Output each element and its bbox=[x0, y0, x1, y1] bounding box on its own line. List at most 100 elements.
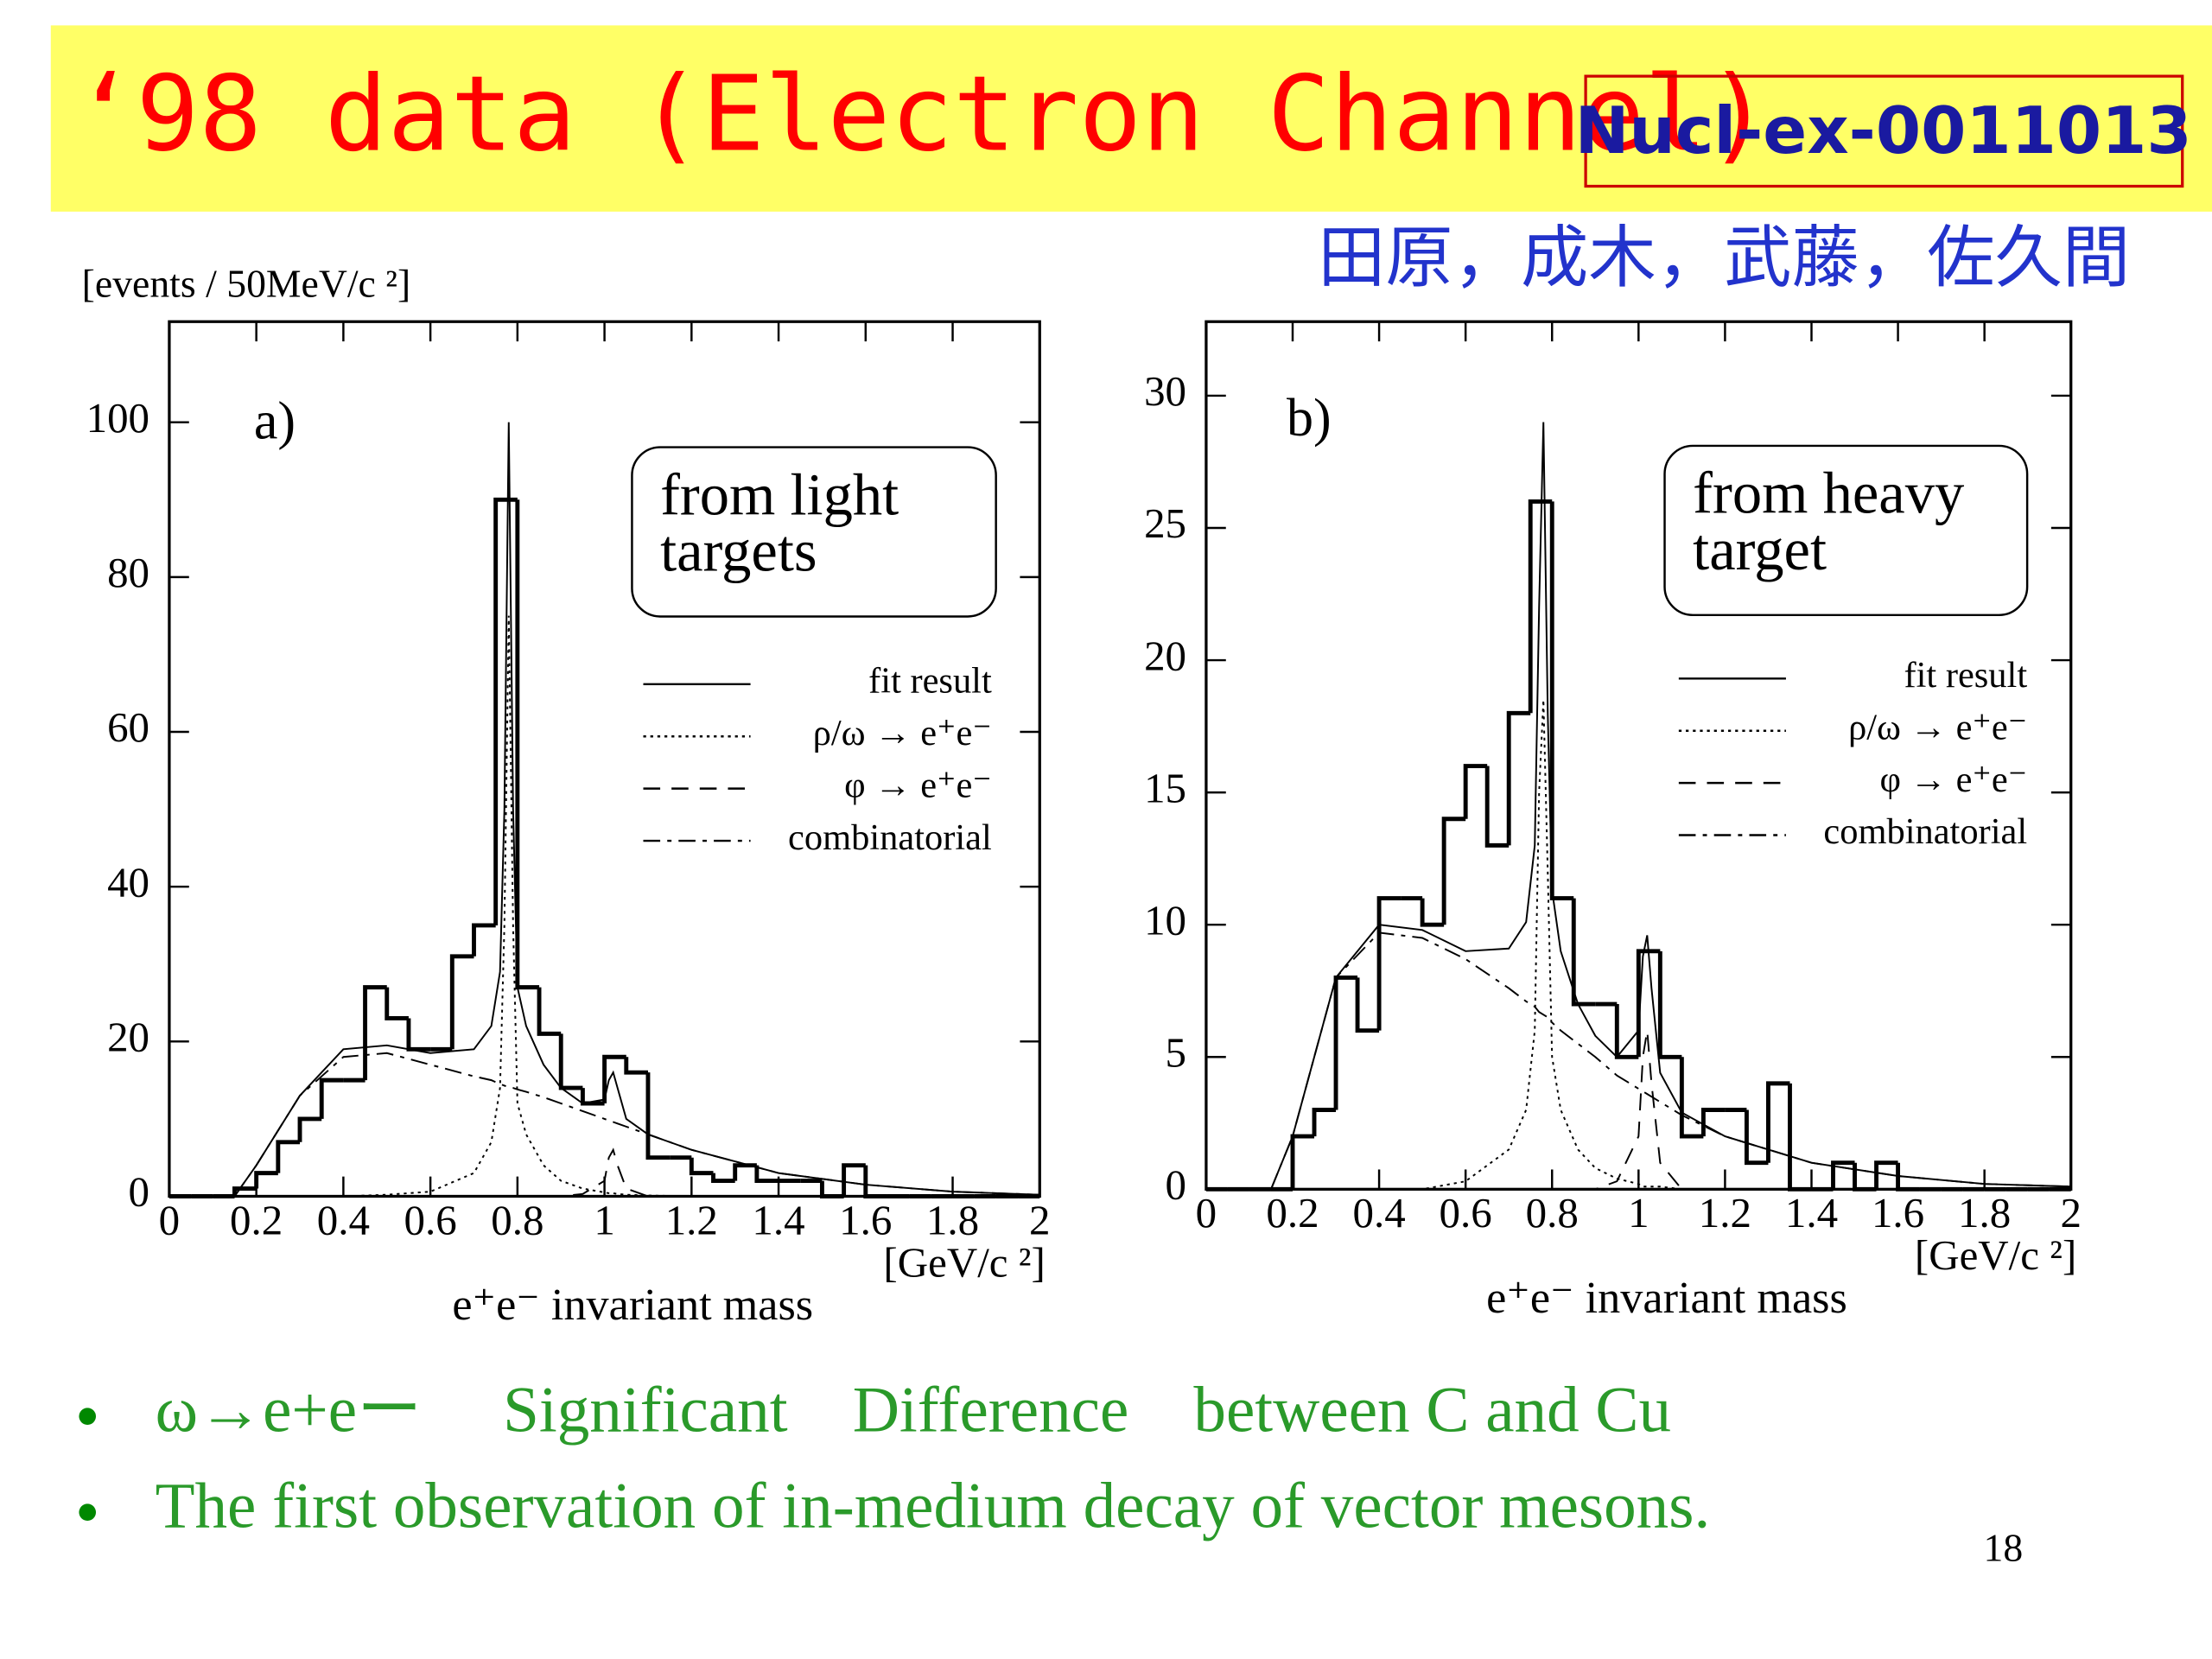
histogram-bin bbox=[1376, 896, 1402, 1031]
histogram-bin bbox=[1506, 710, 1531, 846]
y-tick-label: 40 bbox=[107, 858, 149, 906]
histogram-bin bbox=[558, 1033, 583, 1090]
histogram-bin bbox=[1700, 1108, 1726, 1137]
page-number: 18 bbox=[1984, 1525, 2024, 1569]
fit-curve bbox=[233, 1052, 1040, 1198]
x-tick-label: 0.4 bbox=[1352, 1189, 1405, 1236]
histogram-bin bbox=[1571, 898, 1596, 1007]
x-tick-label: 0.2 bbox=[1266, 1189, 1319, 1236]
x-tick-label: 1 bbox=[1628, 1189, 1649, 1236]
x-tick-label: 0.8 bbox=[1526, 1189, 1579, 1236]
reference-box bbox=[1584, 74, 2184, 188]
label-box bbox=[1663, 444, 2029, 617]
histogram-bin bbox=[297, 1116, 322, 1142]
y-tick-label: 20 bbox=[1144, 632, 1186, 679]
y-tick-label: 30 bbox=[1144, 367, 1186, 415]
x-tick-label: 0 bbox=[1196, 1189, 1217, 1236]
y-tick-label: 60 bbox=[107, 703, 149, 751]
histogram-bin bbox=[689, 1157, 714, 1176]
panel-label: a) bbox=[254, 391, 296, 450]
histogram-bin bbox=[1657, 950, 1682, 1059]
x-tick-label: 1.8 bbox=[1958, 1189, 2011, 1236]
fit-curve bbox=[1270, 1030, 2071, 1191]
x-unit: [GeV/c ²] bbox=[1915, 1231, 2076, 1279]
histogram-bin bbox=[1614, 1004, 1639, 1059]
histogram-bin bbox=[1679, 1057, 1704, 1139]
reference: Nucl-ex-0011013 bbox=[1575, 92, 2192, 168]
histogram-bin bbox=[254, 1171, 278, 1189]
histogram-bin bbox=[842, 1163, 866, 1197]
histogram-bin bbox=[1355, 977, 1380, 1033]
x-tick-label: 0.6 bbox=[1440, 1189, 1492, 1236]
histogram-bin bbox=[1290, 1134, 1315, 1190]
histogram-bin bbox=[1484, 766, 1510, 848]
y-axis-label: [events / 50MeV/c ²] bbox=[82, 262, 410, 306]
x-tick-label: 1.2 bbox=[665, 1196, 718, 1243]
fit-curve bbox=[1270, 931, 2071, 1190]
x-tick-label: 0.2 bbox=[230, 1196, 283, 1243]
x-tick-label: 0.8 bbox=[491, 1196, 543, 1243]
histogram-bin bbox=[1744, 1109, 1769, 1166]
x-axis-label: e⁺e⁻ invariant mass bbox=[452, 1280, 813, 1330]
legend-label: ρ/ω → e⁺e⁻ bbox=[1848, 707, 2027, 747]
histogram-bin bbox=[406, 1018, 431, 1052]
histogram-bin bbox=[1441, 817, 1466, 925]
histogram-bin bbox=[472, 923, 496, 957]
legend-label: φ → e⁺e⁻ bbox=[844, 765, 992, 805]
x-tick-label: 1.6 bbox=[1872, 1189, 1924, 1236]
histogram-bin bbox=[819, 1180, 844, 1198]
histogram-bin bbox=[1333, 975, 1358, 1110]
x-tick-label: 1.2 bbox=[1699, 1189, 1751, 1236]
x-tick-label: 1.6 bbox=[839, 1196, 892, 1243]
x-unit: [GeV/c ²] bbox=[883, 1238, 1045, 1286]
histogram-bin bbox=[449, 954, 474, 1050]
x-tick-label: 1.4 bbox=[752, 1196, 804, 1243]
legend-label: combinatorial bbox=[788, 817, 992, 858]
label-box-text: target bbox=[1693, 517, 1827, 582]
x-tick-label: 2 bbox=[1029, 1196, 1050, 1243]
label-box bbox=[631, 446, 997, 618]
legend-label: combinatorial bbox=[1823, 811, 2027, 852]
y-tick-label: 10 bbox=[1144, 896, 1186, 944]
fit-curve bbox=[1270, 422, 2071, 1190]
fit-curve bbox=[234, 615, 1040, 1198]
panel-label: b) bbox=[1287, 389, 1332, 448]
bullet: ω→e+eー Significant Difference between C … bbox=[156, 1374, 1671, 1446]
histogram-bin bbox=[711, 1173, 735, 1184]
x-tick-label: 1.4 bbox=[1785, 1189, 1838, 1236]
bullet-dot bbox=[79, 1408, 97, 1425]
legend-label: fit result bbox=[868, 661, 992, 702]
x-tick-label: 1 bbox=[594, 1196, 614, 1243]
label-box-text: from light bbox=[660, 461, 899, 527]
fit-curve bbox=[234, 1147, 1040, 1198]
histogram-bin bbox=[319, 1077, 344, 1119]
histogram-bin bbox=[1853, 1162, 1877, 1192]
x-tick-label: 2 bbox=[2060, 1189, 2081, 1236]
label-box-text: targets bbox=[660, 518, 817, 584]
label-box-text: from heavy bbox=[1693, 461, 1965, 526]
histogram-bin bbox=[1831, 1160, 1855, 1190]
legend-label: φ → e⁺e⁻ bbox=[1879, 760, 2027, 800]
y-tick-label: 25 bbox=[1144, 499, 1186, 547]
histogram-bin bbox=[733, 1163, 757, 1181]
histogram-bin bbox=[1312, 1108, 1337, 1137]
histogram-bin bbox=[385, 987, 409, 1020]
legend-label: fit result bbox=[1904, 655, 2028, 696]
histogram-bin bbox=[624, 1057, 648, 1075]
histogram-bin bbox=[645, 1072, 671, 1160]
bullet-dot bbox=[79, 1503, 97, 1521]
bullet: The first observation of in-medium decay… bbox=[156, 1470, 1711, 1541]
histogram-bin bbox=[1549, 501, 1574, 901]
title-band bbox=[50, 25, 2212, 212]
histogram-bin bbox=[1420, 898, 1445, 927]
histogram-bin bbox=[1766, 1081, 1790, 1163]
histogram-bin bbox=[863, 1165, 887, 1198]
y-tick-label: 0 bbox=[1166, 1161, 1186, 1209]
legend-label: ρ/ω → e⁺e⁻ bbox=[813, 713, 992, 753]
histogram-bin bbox=[537, 987, 562, 1036]
y-tick-label: 20 bbox=[107, 1014, 149, 1061]
histogram-bin bbox=[1463, 764, 1488, 819]
slide-title: ‘98 data (Electron Channel) bbox=[73, 54, 1770, 175]
